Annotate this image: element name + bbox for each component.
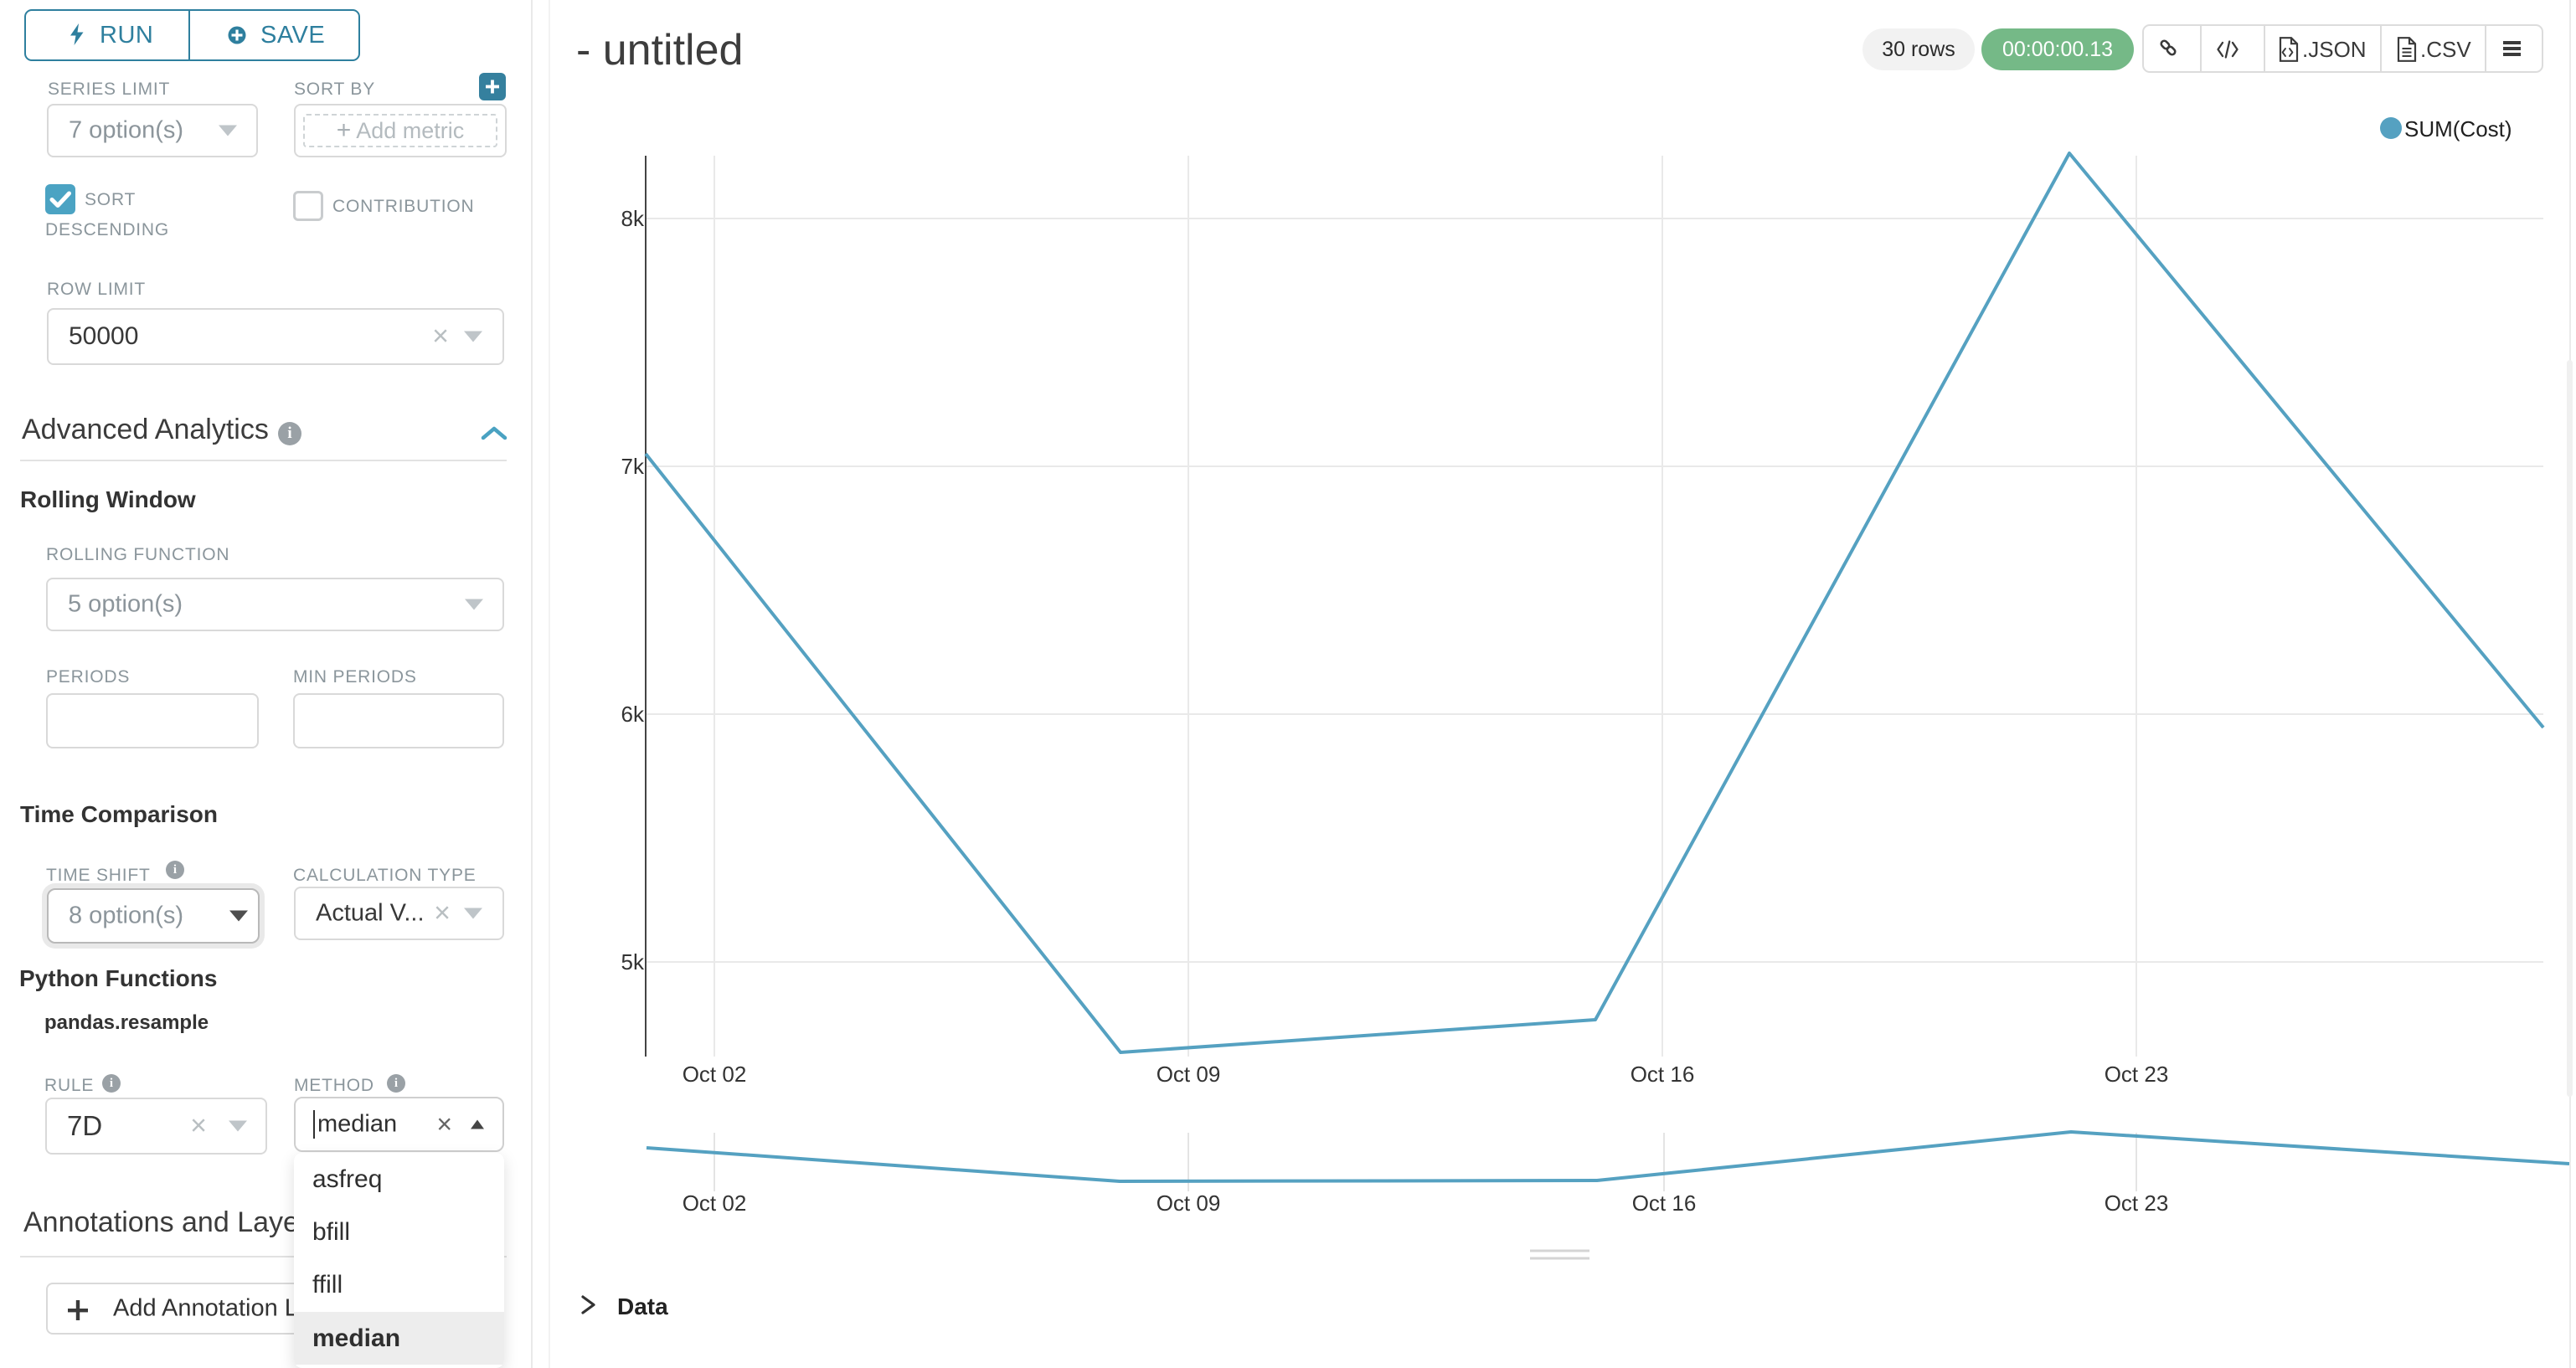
svg-text:8k: 8k (621, 206, 645, 231)
svg-text:Oct 16: Oct 16 (1632, 1191, 1697, 1216)
svg-text:Oct 16: Oct 16 (1631, 1062, 1695, 1087)
svg-text:Oct 09: Oct 09 (1157, 1191, 1221, 1216)
svg-text:7k: 7k (621, 454, 645, 479)
svg-text:Oct 23: Oct 23 (2105, 1062, 2169, 1087)
svg-text:Oct 02: Oct 02 (683, 1062, 747, 1087)
svg-text:5k: 5k (621, 949, 645, 975)
svg-text:SUM(Cost): SUM(Cost) (2404, 116, 2512, 141)
svg-text:6k: 6k (621, 702, 645, 727)
svg-text:Oct 23: Oct 23 (2105, 1191, 2169, 1216)
svg-text:Oct 02: Oct 02 (683, 1191, 747, 1216)
svg-text:Oct 09: Oct 09 (1157, 1062, 1221, 1087)
